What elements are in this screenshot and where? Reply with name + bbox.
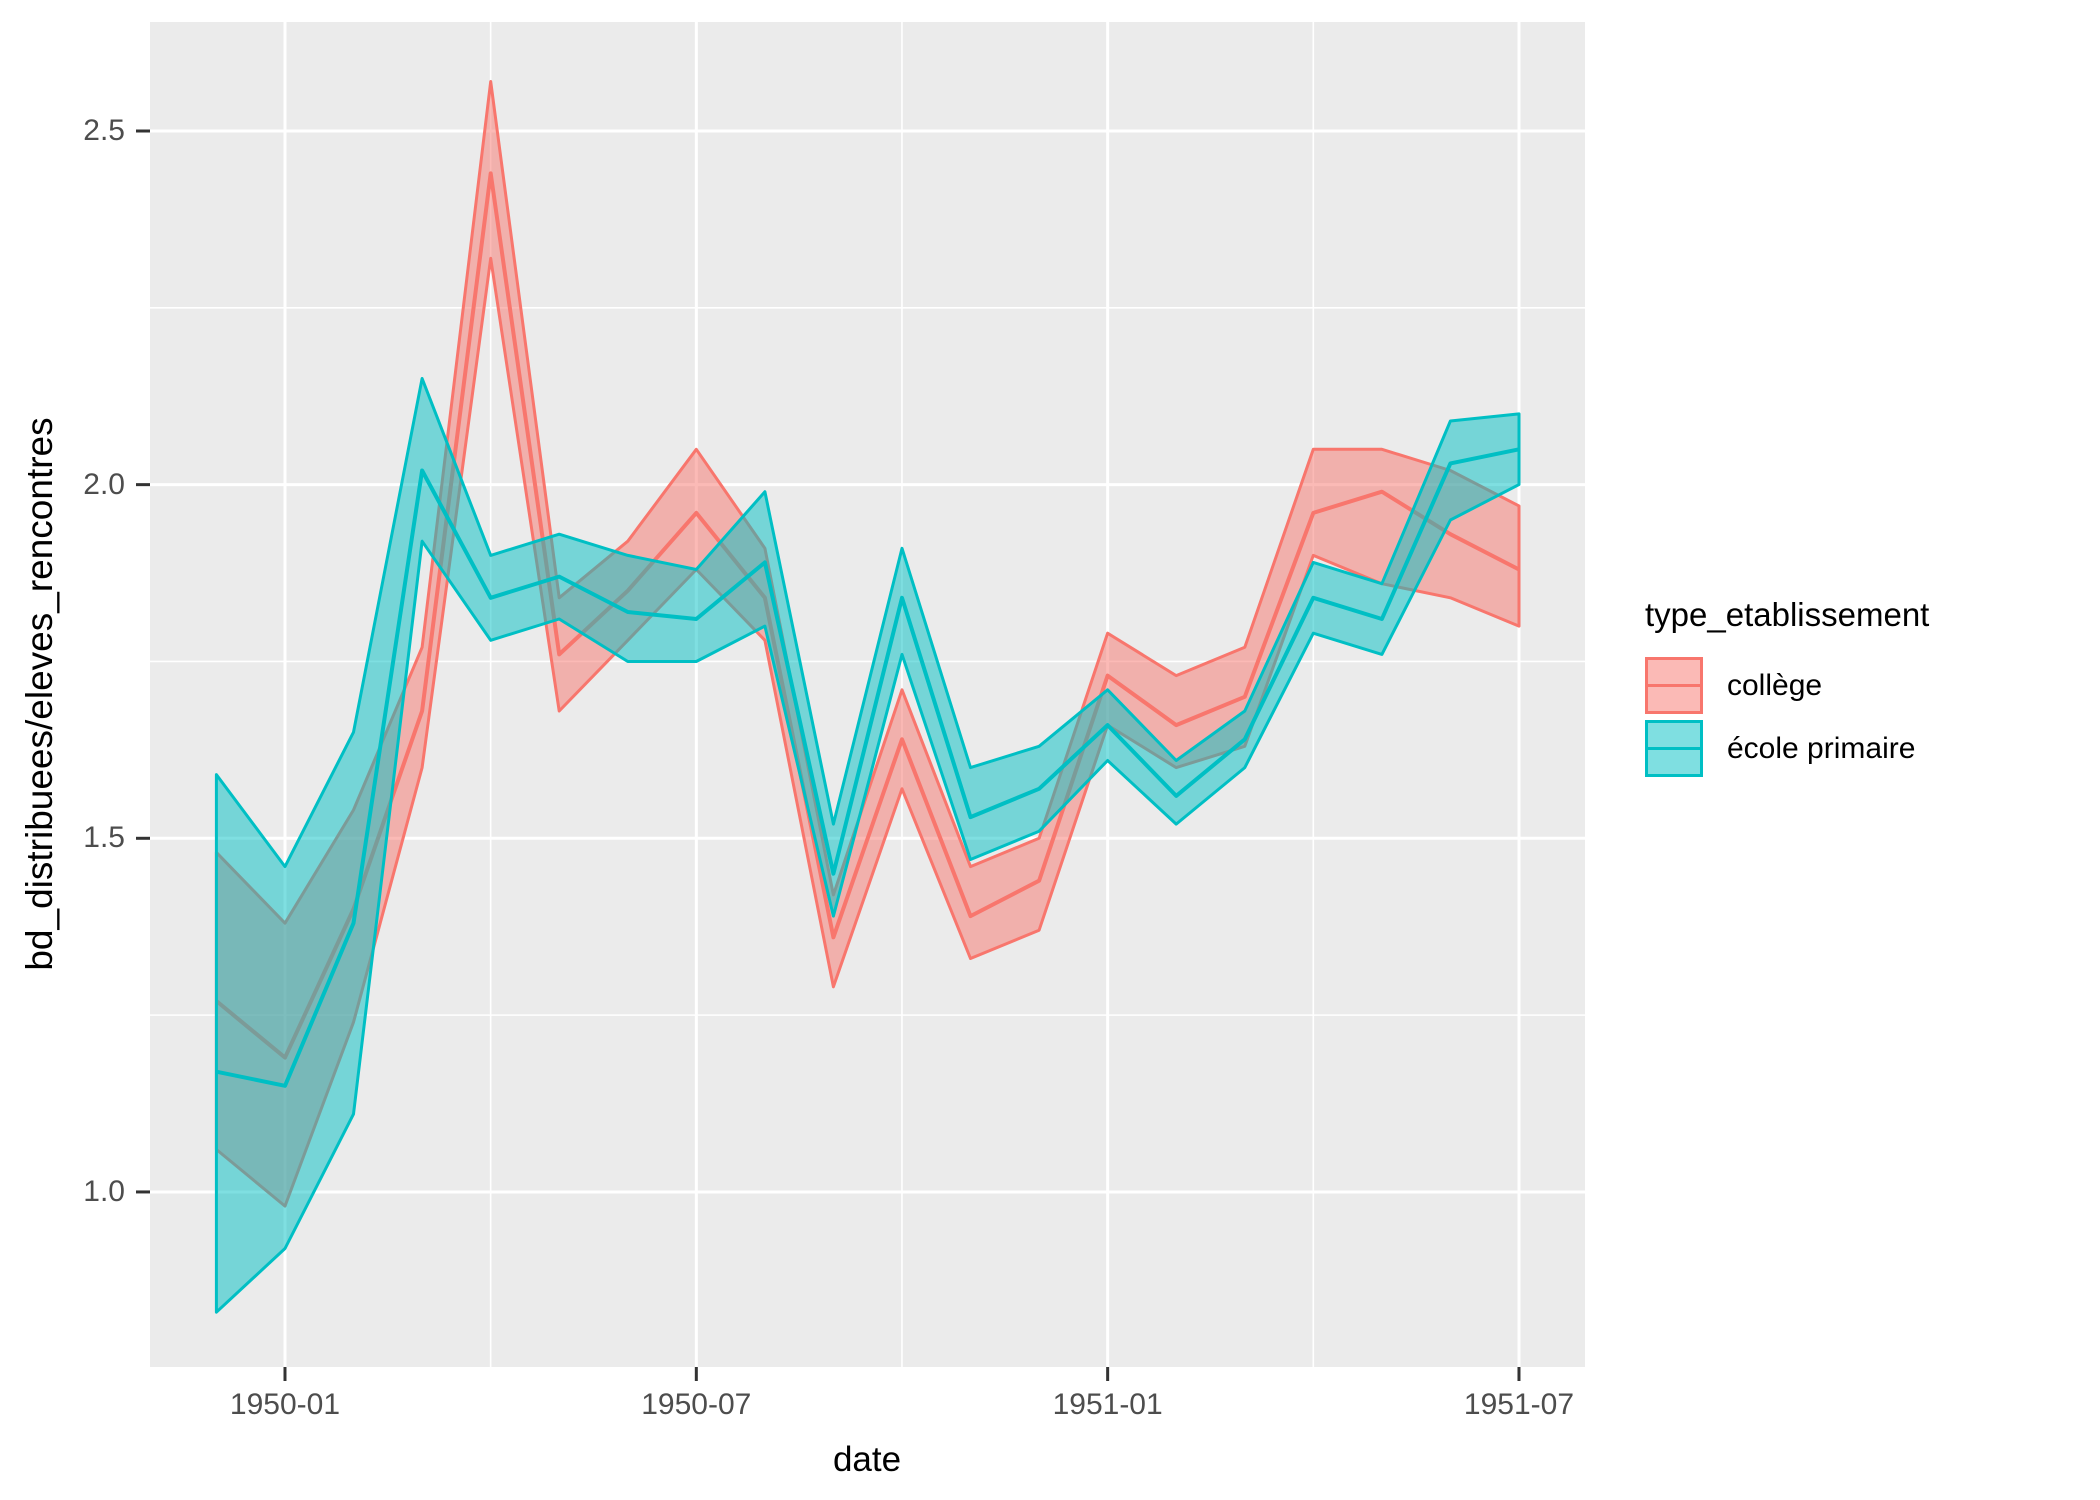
legend-item-college: collège (1645, 654, 1929, 717)
legend-key-college (1645, 657, 1703, 714)
legend-key-line (1648, 746, 1700, 750)
x-axis-title: date (832, 1440, 902, 1479)
legend-title: type_etablissement (1645, 596, 1930, 633)
legend-key-ecole-primaire (1645, 720, 1703, 777)
x-tick-label: 1950-01 (229, 1388, 341, 1421)
ribbon-college (214, 80, 1521, 1208)
y-tick-label: 2.0 (83, 467, 125, 501)
line-college (215, 171, 1520, 1060)
y-tick-label: 1.0 (83, 1174, 125, 1208)
legend: type_etablissement collège école primair… (1645, 596, 1929, 780)
legend-item-label: école primaire (1727, 731, 1916, 765)
y-tick-label: 2.5 (83, 113, 125, 147)
line-ecole-primaire (215, 447, 1520, 1088)
legend-item-ecole-primaire: école primaire (1645, 717, 1929, 780)
x-tick-label: 1951-07 (1463, 1388, 1575, 1421)
legend-key-line (1648, 683, 1700, 687)
x-tick-label: 1951-01 (1052, 1388, 1163, 1421)
x-tick-label: 1950-07 (641, 1388, 752, 1421)
legend-item-label: collège (1727, 668, 1823, 702)
ribbon-ecole-primaire (214, 377, 1521, 1314)
y-tick-label: 1.5 (83, 821, 125, 855)
